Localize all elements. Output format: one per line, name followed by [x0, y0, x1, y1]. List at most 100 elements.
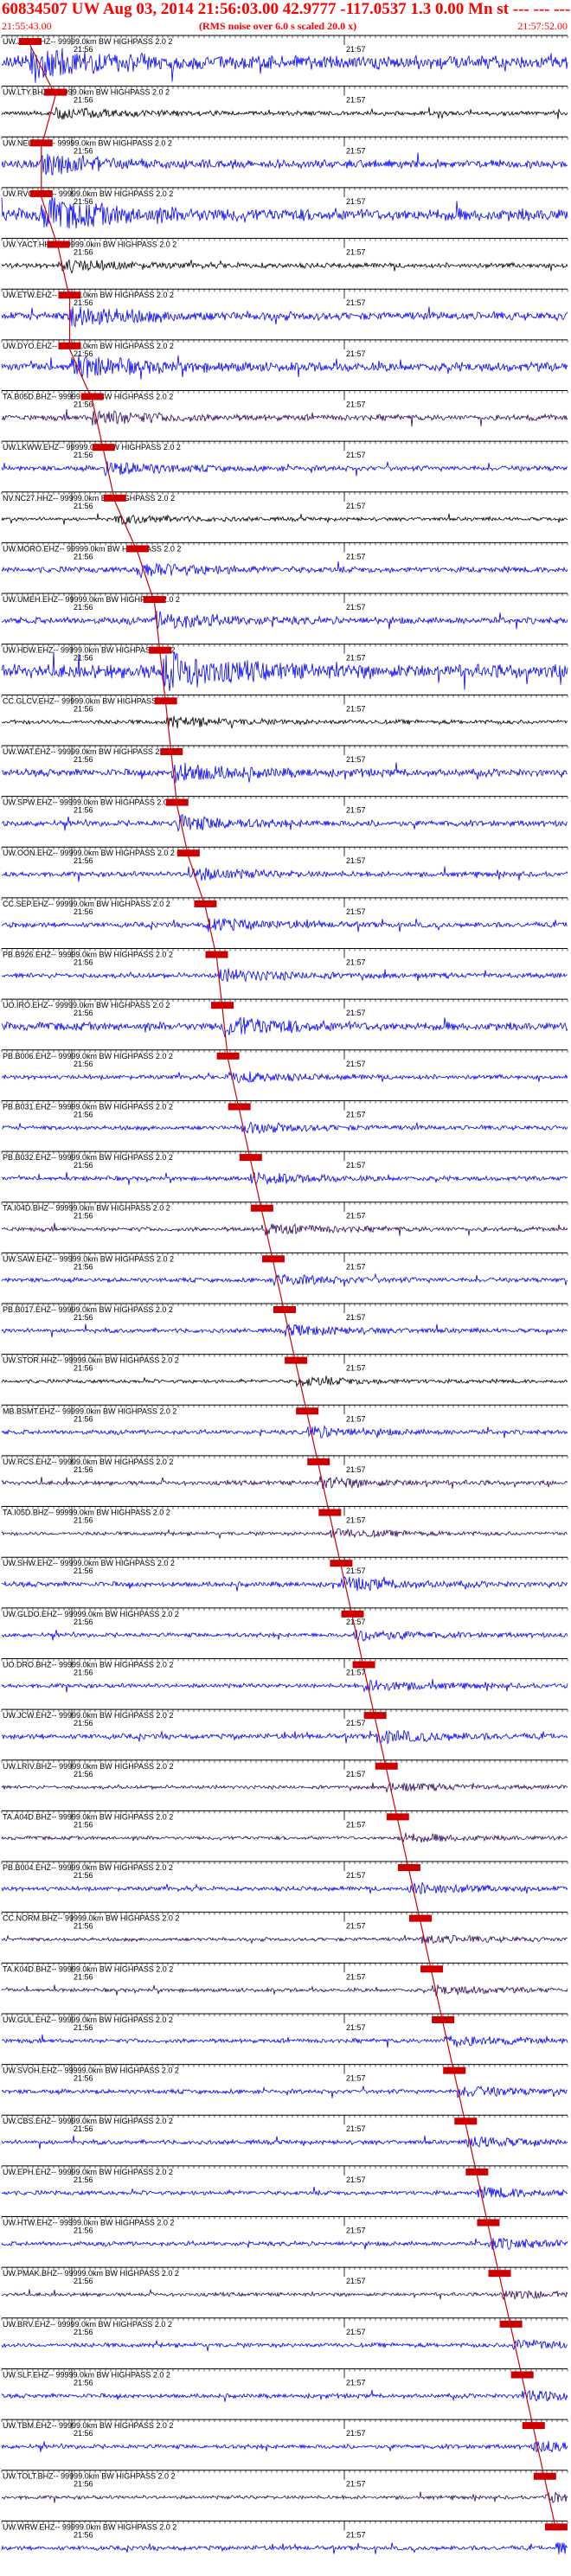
trace-row: UW.GUL.EHZ-- 99999.0km BW HIGHPASS 2.0 2… — [1, 2013, 568, 2048]
trace-row: UW.JCW.EHZ-- 99999.0km BW HIGHPASS 2.0 2… — [1, 1708, 568, 1745]
trace-label: TA.I05D.BHZ-- 99999.0km BW HIGHPASS 2.0 … — [3, 1509, 170, 1517]
trace-row: UW.HDW.EHZ-- 99999.0km BW HIGHPASS 2.0 2… — [1, 644, 568, 691]
trace-row: UW.ETW.EHZ-- 99999.0km BW HIGHPASS 2.0 2… — [1, 288, 568, 329]
waveform — [1, 354, 568, 380]
time-ticks — [1, 1607, 568, 1611]
pick-marker — [477, 2219, 500, 2227]
trace-row: UW.STOR.HHZ-- 99999.0km BW HIGHPASS 2.0 … — [1, 1354, 568, 1388]
waveform — [1, 1679, 568, 1693]
trace-label: CC.NORM.BHZ-- 99999.0km BW HIGHPASS 2.0 … — [3, 1914, 179, 1923]
trace-label: UW.SPW.EHZ-- 99999.0km BW HIGHPASS 2.0 2 — [3, 798, 174, 807]
time-ticks — [1, 1658, 568, 1662]
time-tick-label: 21:56 — [74, 755, 93, 764]
trace-label: TA.K04D.BHZ-- 99999.0km BW HIGHPASS 2.0 … — [3, 1964, 173, 1973]
pick-marker — [544, 2523, 568, 2531]
trace-row: UW.LKWW.EHZ-- 99999.0km BW HIGHPASS 2.0 … — [1, 440, 568, 477]
pick-marker — [44, 88, 67, 96]
trace-row: UW.HTW.EHZ-- 99999.0km BW HIGHPASS 2.0 2… — [1, 2216, 568, 2250]
trace-row: UW.OON.EHZ-- 99999.0km BW HIGHPASS 2.0 2… — [1, 846, 568, 882]
time-tick-label: 21:57 — [346, 1820, 366, 1829]
trace-label: UO.DRO.BHZ-- 99999.0km BW HIGHPASS 2.0 2 — [3, 1660, 173, 1669]
time-tick-label: 21:56 — [74, 1465, 93, 1474]
time-ticks — [1, 1151, 568, 1155]
pick-marker — [397, 1864, 420, 1872]
time-ticks — [1, 2115, 568, 2118]
time-tick-label: 21:57 — [346, 400, 366, 408]
time-tick-label: 21:56 — [74, 2378, 93, 2387]
trace-label: PB.B926.EHZ-- 99999.0km BW HIGHPASS 2.0 … — [3, 951, 173, 959]
time-ticks — [1, 187, 568, 190]
time-tick-label: 21:57 — [346, 2328, 366, 2336]
pick-marker — [454, 2118, 478, 2125]
time-tick-label: 21:56 — [74, 197, 93, 206]
time-ticks — [1, 289, 568, 292]
trace-label: UW.LKWW.EHZ-- 99999.0km BW HIGHPASS 2.0 … — [3, 443, 181, 452]
trace-label: UW.WAT.EHZ-- 99999.0km BW HIGHPASS 2.0 2 — [3, 747, 172, 756]
time-tick-label: 21:56 — [74, 1262, 93, 1271]
trace-label: UW.HTW.EHZ-- 99999.0km BW HIGHPASS 2.0 2 — [3, 2219, 174, 2227]
pick-marker — [250, 1204, 273, 1212]
pick-marker — [176, 849, 200, 857]
trace-row: CC.NORM.BHZ-- 99999.0km BW HIGHPASS 2.0 … — [1, 1912, 568, 1945]
trace-row: UW.MORO.EHZ-- 99999.0km BW HIGHPASS 2.0 … — [1, 541, 568, 580]
time-ticks — [1, 1759, 568, 1763]
time-tick-label: 21:57 — [346, 1871, 366, 1880]
time-tick-label: 21:56 — [74, 1009, 93, 1017]
waveform — [1, 611, 568, 630]
time-tick-label: 21:56 — [74, 451, 93, 459]
trace-label: UW.LTY.BHZ-- 99999.0km BW HIGHPASS 2.0 2 — [3, 88, 170, 97]
time-ticks — [1, 695, 568, 698]
waveform — [1, 260, 568, 274]
trace-row: UW.SVOH.EHZ-- 99999.0km BW HIGHPASS 2.0 … — [1, 2064, 568, 2099]
waveform — [1, 2541, 568, 2554]
time-ticks — [1, 1304, 568, 1306]
trace-label: UW.SHW.EHZ-- 99999.0km BW HIGHPASS 2.0 2 — [3, 1559, 175, 1567]
time-ticks — [1, 1405, 568, 1408]
time-ticks — [1, 796, 568, 799]
trace-label: NV.NC27.HHZ-- 99999.0km BW HIGHPASS 2.0 … — [3, 494, 175, 503]
time-ticks — [1, 999, 568, 1003]
waveform — [1, 813, 568, 833]
time-ticks — [1, 1455, 568, 1458]
trace-row: TA.I04D.BHZ-- 99999.0km BW HIGHPASS 2.0 … — [1, 1201, 568, 1236]
time-ticks — [1, 1912, 568, 1915]
trace-row: NV.NC27.HHZ-- 99999.0km BW HIGHPASS 2.0 … — [1, 491, 568, 526]
time-tick-label: 21:56 — [74, 1060, 93, 1068]
trace-row: PB.B031.EHZ-- 99999.0km BW HIGHPASS 2.0 … — [1, 1099, 568, 1135]
waveform — [1, 715, 568, 729]
pick-marker — [194, 900, 217, 907]
time-tick-label: 21:56 — [74, 2176, 93, 2184]
waveform — [1, 2085, 568, 2099]
time-ticks — [1, 491, 568, 495]
time-tick-label: 21:56 — [74, 1972, 93, 1981]
trace-label: PB.B017.EHZ-- 99999.0km BW HIGHPASS 2.0 … — [3, 1305, 173, 1314]
time-tick-label: 21:57 — [346, 1364, 366, 1373]
waveform — [2, 1222, 568, 1236]
trace-row: UO.IRO.EHZ-- 99999.0km BW HIGHPASS 2.0 2… — [1, 998, 568, 1038]
time-tick-label: 21:57 — [346, 2124, 366, 2133]
waveform — [1, 1323, 568, 1338]
time-tick-label: 21:57 — [346, 704, 366, 713]
trace-label: UW.TBM.EHZ-- 99999.0km BW HIGHPASS 2.0 2 — [3, 2421, 173, 2430]
event-title: 60834507 UW Aug 03, 2014 21:56:03.00 42.… — [2, 0, 571, 18]
trace-label: PB.B032.EHZ-- 99999.0km BW HIGHPASS 2.0 … — [3, 1153, 173, 1162]
time-ticks — [1, 1862, 568, 1865]
waveform — [1, 2491, 568, 2503]
trace-label: UW.GUL.EHZ-- 99999.0km BW HIGHPASS 2.0 2 — [3, 2015, 173, 2024]
time-ticks — [1, 948, 568, 952]
waveform — [1, 1425, 568, 1439]
trace-label: UW.YACT.HHZ-- 99999.0km BW HIGHPASS 2.0 … — [3, 240, 176, 249]
waveform — [1, 1375, 568, 1388]
time-tick-label: 21:56 — [74, 806, 93, 815]
time-ticks — [1, 2165, 568, 2169]
time-tick-label: 21:56 — [74, 2124, 93, 2133]
time-tick-label: 21:57 — [346, 1465, 366, 1474]
time-tick-label: 21:56 — [74, 1313, 93, 1322]
time-ticks — [1, 1810, 568, 1814]
time-tick-label: 21:57 — [346, 907, 366, 916]
pick-marker — [261, 1255, 285, 1263]
time-tick-label: 21:57 — [346, 1567, 366, 1575]
time-tick-label: 21:57 — [346, 502, 366, 510]
trace-label: UW.UMEH.EHZ-- 99999.0km BW HIGHPASS 2.0 … — [3, 595, 180, 604]
time-ticks — [1, 644, 568, 647]
